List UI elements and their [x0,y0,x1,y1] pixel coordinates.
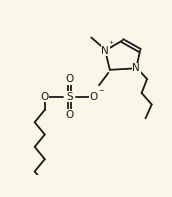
Text: S: S [66,92,73,102]
Text: N: N [132,63,140,73]
Text: O: O [41,92,49,102]
Text: $^+$: $^+$ [108,39,115,48]
Text: O: O [89,92,98,102]
Text: N: N [101,46,109,56]
Text: O: O [65,74,74,84]
Text: O: O [65,110,74,120]
Text: $^-$: $^-$ [97,87,105,96]
